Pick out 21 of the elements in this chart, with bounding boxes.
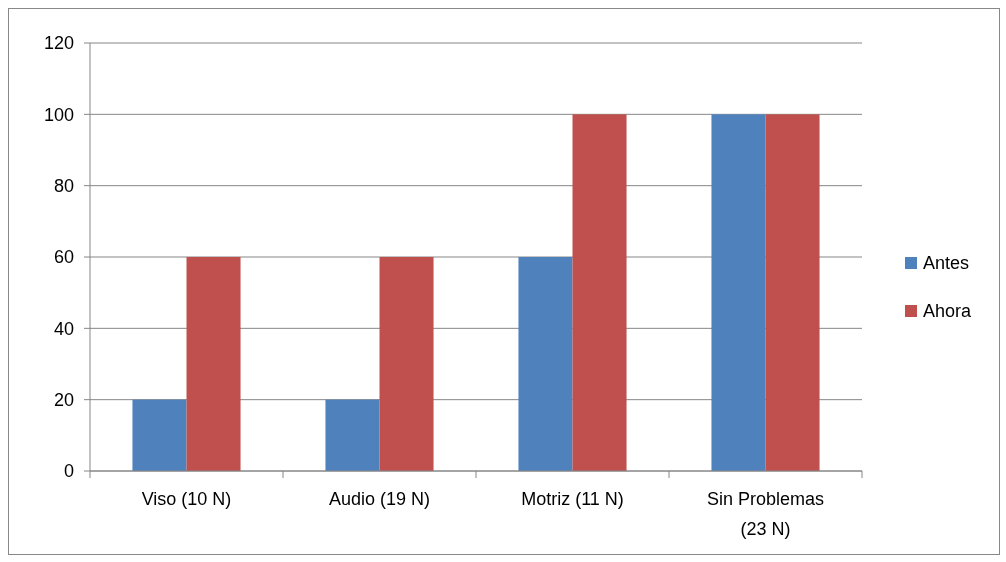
x-tick-label: Viso (10 N) (141, 489, 232, 509)
bar (325, 399, 380, 471)
bar (186, 257, 241, 471)
y-tick-label: 80 (53, 175, 74, 196)
y-tick-label: 0 (63, 461, 74, 482)
x-tick-label: Motriz (11 N) (521, 489, 624, 509)
y-tick-label: 20 (53, 389, 74, 410)
bar (711, 114, 766, 471)
legend-label: Antes (923, 253, 970, 274)
x-tick-label: Sin Problemas (23 N) (706, 489, 825, 539)
bar (518, 257, 573, 471)
y-tick-label: 40 (53, 318, 74, 339)
bar (572, 114, 627, 471)
y-tick-label: 120 (43, 33, 74, 54)
x-tick-label: Audio (19 N) (328, 489, 431, 509)
bar (765, 114, 820, 471)
y-tick-label: 100 (43, 104, 74, 125)
bar (132, 399, 187, 471)
bar (379, 257, 434, 471)
y-tick-label: 60 (53, 247, 74, 268)
legend-label: Ahora (923, 301, 973, 322)
